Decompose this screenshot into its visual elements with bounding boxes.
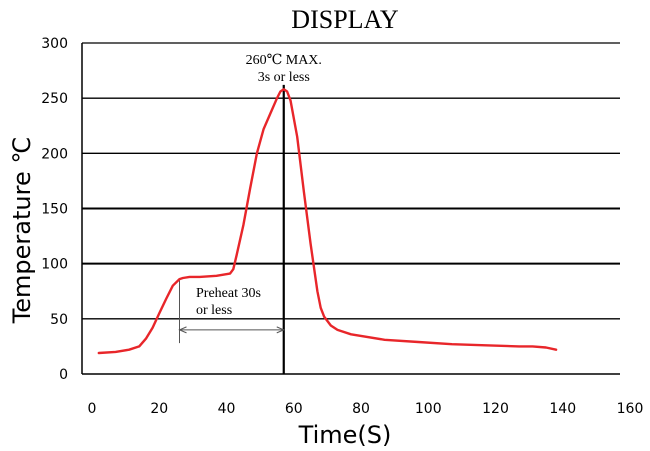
series-line-0 <box>97 88 558 355</box>
preheat-annotation-line1: Preheat 30s <box>196 286 261 301</box>
chart-title: DISPLAY <box>291 5 399 34</box>
y-tick-label: 100 <box>41 257 68 273</box>
preheat-annotation-line2: or less <box>196 303 232 318</box>
annotations: 260℃ MAX. 3s or less Preheat 30s or less <box>178 53 322 374</box>
y-tick-label: 0 <box>59 367 68 383</box>
y-tick-labels: 0 50 100 150 200 250 300 <box>41 36 68 383</box>
gridlines <box>82 42 620 320</box>
preheat-arrow-left-head <box>178 326 187 334</box>
x-tick-label: 60 <box>285 401 303 417</box>
y-tick-label: 300 <box>41 36 68 52</box>
x-tick-label: 0 <box>88 401 97 417</box>
series-group <box>97 88 558 355</box>
x-tick-label: 100 <box>415 401 442 417</box>
y-tick-label: 250 <box>41 91 68 107</box>
y-axis-label: Temperature ℃ <box>8 137 36 325</box>
preheat-arrow-right-head <box>276 326 286 334</box>
x-tick-label: 80 <box>352 401 370 417</box>
x-axis-label: Time(S) <box>298 421 392 449</box>
axes <box>81 43 620 375</box>
y-tick-label: 50 <box>50 312 68 328</box>
peak-annotation-line2: 3s or less <box>258 70 310 85</box>
x-tick-label: 140 <box>549 401 576 417</box>
y-tick-label: 150 <box>41 202 68 218</box>
x-tick-label: 160 <box>617 401 644 417</box>
x-tick-label: 40 <box>218 401 236 417</box>
x-tick-label: 20 <box>150 401 168 417</box>
x-tick-labels: 0 20 40 60 80 100 120 140 160 <box>88 401 644 417</box>
peak-annotation-line1: 260℃ MAX. <box>246 53 322 68</box>
x-tick-label: 120 <box>482 401 509 417</box>
y-tick-label: 200 <box>41 146 68 162</box>
